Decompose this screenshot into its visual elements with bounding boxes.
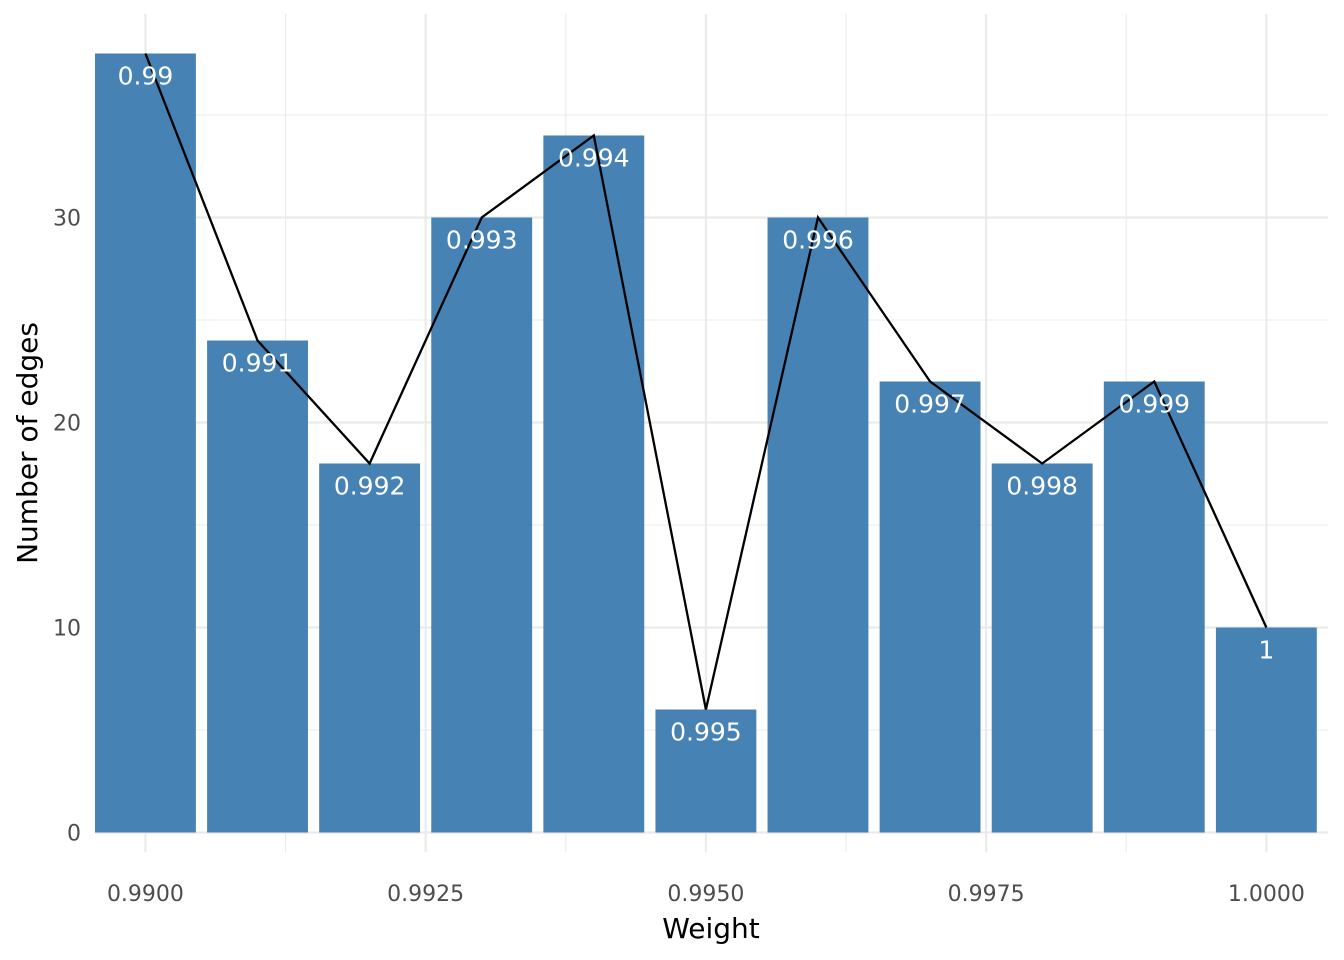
bars [95, 53, 1317, 833]
bar-label: 0.999 [1118, 390, 1190, 419]
bar [319, 463, 421, 833]
bar [95, 53, 196, 833]
y-axis-ticks: 0 10 20 30 [53, 207, 81, 847]
bar [543, 135, 645, 833]
bar-label: 0.994 [558, 144, 630, 173]
x-axis-ticks: 0.9900 0.9925 0.9950 0.9975 1.0000 [107, 882, 1305, 907]
bar [879, 381, 981, 833]
bar-label: 0.991 [222, 349, 294, 378]
bar-label: 0.997 [894, 390, 966, 419]
bar [655, 709, 757, 833]
bar [767, 217, 869, 833]
bar-label: 0.992 [334, 472, 406, 501]
line-overlay [144, 53, 1268, 710]
y-axis-title: Number of edges [11, 322, 44, 564]
bar [1103, 381, 1205, 833]
bar-label: 0.99 [118, 62, 174, 91]
bar [991, 463, 1093, 833]
x-tick-label: 0.9975 [948, 882, 1025, 907]
y-tick-label: 20 [53, 412, 81, 437]
bar [431, 217, 533, 833]
x-tick-label: 0.9900 [107, 882, 184, 907]
x-axis-title: Weight [662, 912, 760, 945]
bar-labels: 0.99 0.991 0.992 0.993 0.994 0.995 0.996 0.997 0… [118, 62, 1275, 747]
y-tick-label: 30 [53, 207, 81, 232]
series-line [144, 53, 1268, 710]
bar [1215, 627, 1317, 833]
bar-label: 0.993 [446, 226, 518, 255]
bar-label: 1 [1258, 636, 1274, 665]
y-tick-label: 0 [67, 822, 81, 847]
bar-label: 0.996 [782, 226, 854, 255]
bar-label: 0.998 [1006, 472, 1078, 501]
x-tick-label: 0.9950 [667, 882, 744, 907]
bar [207, 340, 308, 833]
x-tick-label: 0.9925 [387, 882, 464, 907]
y-tick-label: 10 [53, 617, 81, 642]
bar-label: 0.995 [670, 718, 742, 747]
x-tick-label: 1.0000 [1228, 882, 1305, 907]
